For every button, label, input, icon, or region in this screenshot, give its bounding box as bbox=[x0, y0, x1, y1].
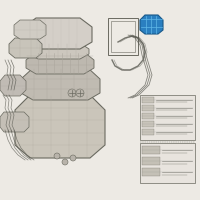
Polygon shape bbox=[140, 15, 163, 34]
Bar bbox=[142, 121, 154, 127]
Circle shape bbox=[70, 155, 76, 161]
Polygon shape bbox=[0, 75, 26, 96]
Polygon shape bbox=[15, 95, 105, 158]
Polygon shape bbox=[14, 20, 46, 39]
Bar bbox=[142, 105, 154, 111]
Bar bbox=[108, 18, 138, 55]
Bar bbox=[140, 143, 195, 183]
Polygon shape bbox=[0, 112, 29, 132]
Circle shape bbox=[76, 89, 84, 97]
Bar bbox=[142, 168, 160, 176]
Bar bbox=[142, 146, 160, 154]
Bar bbox=[142, 97, 154, 103]
Bar bbox=[142, 157, 160, 165]
Bar bbox=[140, 95, 195, 140]
Circle shape bbox=[62, 159, 68, 165]
Circle shape bbox=[54, 153, 60, 159]
Polygon shape bbox=[24, 18, 92, 49]
Polygon shape bbox=[26, 52, 94, 74]
Circle shape bbox=[68, 89, 76, 97]
Polygon shape bbox=[9, 38, 42, 58]
Bar bbox=[111, 21, 135, 52]
Polygon shape bbox=[21, 68, 100, 100]
Bar bbox=[142, 129, 154, 135]
Bar bbox=[142, 113, 154, 119]
Polygon shape bbox=[29, 43, 89, 59]
